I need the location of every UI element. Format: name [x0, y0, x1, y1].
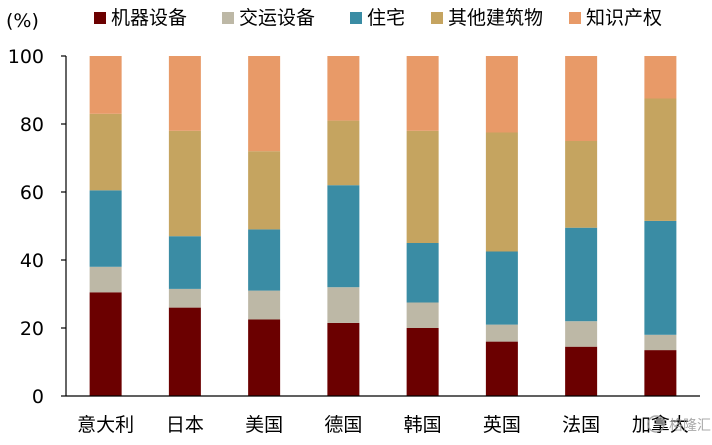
bar-segment-5-4: [485, 56, 518, 133]
x-tick-label-6: 法国: [562, 414, 600, 436]
y-tick-label-5: 100: [8, 46, 44, 68]
y-tick-label-0: 0: [32, 386, 44, 408]
bar-segment-7-0: [644, 350, 677, 396]
bar-segment-5-3: [485, 132, 518, 252]
y-tick-label-1: 20: [20, 318, 44, 340]
x-tick-label-3: 德国: [324, 414, 362, 436]
bar-segment-3-1: [327, 287, 360, 323]
bar-segment-5-1: [485, 324, 518, 342]
bar-segment-0-3: [89, 113, 122, 191]
x-tick-label-4: 韩国: [404, 414, 442, 436]
legend-swatch-2: [350, 12, 362, 24]
bar-segment-1-1: [168, 288, 201, 308]
x-tick-label-2: 美国: [245, 414, 283, 436]
x-tick-label-5: 英国: [483, 414, 521, 436]
watermark-text: 格隆汇: [669, 418, 711, 434]
legend-swatch-3: [431, 12, 443, 24]
bar-segment-4-2: [406, 243, 439, 303]
y-tick-label-2: 40: [20, 250, 44, 272]
legend: 机器设备 交运设备 住宅 其他建筑物 知识产权: [94, 7, 662, 29]
legend-swatch-0: [94, 12, 106, 24]
bar-segment-0-4: [89, 56, 122, 114]
bar-segment-0-1: [89, 266, 122, 293]
legend-swatch-1: [222, 12, 234, 24]
legend-label-1: 交运设备: [239, 7, 315, 29]
bar-segment-2-0: [248, 319, 281, 396]
bar-segment-2-1: [248, 290, 281, 320]
bar-segment-6-0: [565, 346, 598, 396]
bar-segment-6-4: [565, 56, 598, 141]
bar-segment-6-3: [565, 141, 598, 228]
bar-segment-7-2: [644, 220, 677, 335]
bar-segment-6-1: [565, 321, 598, 347]
bar-segment-0-0: [89, 292, 122, 396]
y-axis-unit-label: (%): [6, 10, 39, 32]
bar-segment-0-2: [89, 190, 122, 267]
bar-segment-1-2: [168, 236, 201, 289]
bar-segment-7-3: [644, 98, 677, 221]
legend-swatch-4: [569, 12, 581, 24]
y-tick-label-4: 80: [20, 114, 44, 136]
bar-segment-6-2: [565, 227, 598, 322]
bar-segment-2-3: [248, 151, 281, 230]
x-tick-label-0: 意大利: [77, 414, 134, 436]
bar-segment-2-2: [248, 229, 281, 291]
legend-label-4: 知识产权: [586, 7, 662, 29]
bar-segment-5-2: [485, 251, 518, 325]
bar-segment-3-3: [327, 120, 360, 186]
x-tick-label-7: 加拿大: [632, 413, 689, 436]
legend-label-0: 机器设备: [111, 7, 187, 29]
bar-segment-4-0: [406, 328, 439, 396]
bar-segment-7-4: [644, 56, 677, 99]
x-tick-label-1: 日本: [166, 414, 204, 436]
axes-group: 0 20 40 60 80 100 意大利 日本 美国 德国 韩国 英国 法国 加拿大: [8, 46, 700, 436]
bars-group: [89, 56, 677, 396]
bar-segment-3-0: [327, 322, 360, 396]
watermark-logo: 格隆汇: [647, 415, 711, 434]
legend-label-3: 其他建筑物: [448, 7, 543, 29]
bar-segment-4-4: [406, 56, 439, 131]
bar-segment-7-1: [644, 334, 677, 351]
watermark-circle-icon: [647, 415, 665, 433]
bar-segment-4-3: [406, 130, 439, 243]
bar-segment-3-4: [327, 56, 360, 121]
bar-segment-1-3: [168, 130, 201, 237]
bar-segment-5-0: [485, 341, 518, 396]
y-tick-label-3: 60: [20, 182, 44, 204]
bar-segment-3-2: [327, 185, 360, 288]
bar-segment-4-1: [406, 302, 439, 328]
bar-segment-2-4: [248, 56, 281, 152]
legend-label-2: 住宅: [367, 7, 405, 29]
bar-segment-1-0: [168, 307, 201, 396]
bar-segment-1-4: [168, 56, 201, 131]
